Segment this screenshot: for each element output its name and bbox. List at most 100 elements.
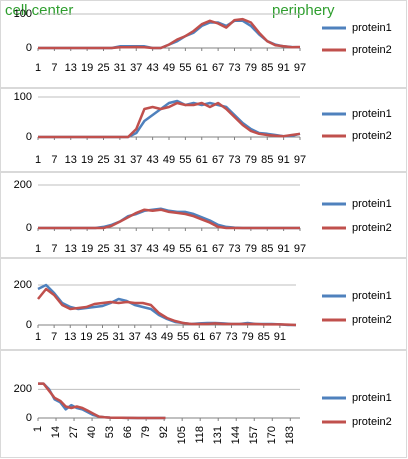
x-tick-label: 170 — [266, 426, 278, 444]
x-tick-label: 91 — [278, 62, 290, 74]
panel-border — [0, 172, 407, 258]
x-tick-label: 7 — [51, 243, 57, 255]
x-tick-label: 25 — [97, 62, 109, 74]
x-tick-label: 91 — [278, 243, 290, 255]
x-tick-label: 55 — [179, 154, 191, 166]
x-tick-label: 49 — [163, 154, 175, 166]
x-tick-label: 25 — [97, 243, 109, 255]
x-tick-label: 91 — [274, 331, 286, 343]
x-tick-label: 61 — [196, 62, 208, 74]
y-tick-label: 0 — [26, 42, 32, 54]
x-tick-label: 97 — [294, 243, 306, 255]
x-tick-label: 1 — [35, 331, 41, 343]
x-tick-label: 73 — [228, 243, 240, 255]
x-tick-label: 55 — [177, 331, 189, 343]
x-tick-label: 61 — [196, 243, 208, 255]
x-tick-label: 25 — [97, 154, 109, 166]
y-tick-label: 0 — [26, 222, 32, 234]
x-tick-label: 37 — [130, 243, 142, 255]
x-tick-label: 61 — [196, 154, 208, 166]
x-tick-label: 19 — [80, 331, 92, 343]
y-tick-label: 200 — [14, 179, 32, 191]
y-tick-label: 200 — [14, 383, 32, 395]
x-tick-label: 79 — [140, 426, 152, 438]
x-tick-label: 85 — [261, 243, 273, 255]
x-tick-label: 49 — [161, 331, 173, 343]
x-tick-label: 53 — [104, 426, 116, 438]
series-line — [37, 287, 297, 327]
x-tick-label: 85 — [261, 154, 273, 166]
x-tick-label: 40 — [86, 426, 98, 438]
y-tick-label: 200 — [14, 279, 32, 291]
x-tick-label: 79 — [245, 243, 257, 255]
x-tick-label: 7 — [51, 331, 57, 343]
x-tick-label: 144 — [230, 426, 242, 444]
x-tick-label: 85 — [258, 331, 270, 343]
x-tick-label: 1 — [35, 243, 41, 255]
x-tick-label: 49 — [163, 62, 175, 74]
legend-label: protein2 — [352, 314, 392, 326]
legend-label: protein1 — [352, 108, 392, 120]
x-tick-label: 13 — [65, 62, 77, 74]
x-tick-label: 157 — [248, 426, 260, 444]
legend-label: protein2 — [352, 222, 392, 234]
x-tick-label: 19 — [81, 62, 93, 74]
series-line — [38, 208, 300, 230]
series-line — [38, 17, 301, 50]
panel-border — [0, 350, 407, 458]
x-tick-label: 91 — [278, 154, 290, 166]
y-tick-label: 0 — [26, 131, 32, 143]
x-tick-label: 79 — [245, 62, 257, 74]
x-tick-label: 67 — [212, 154, 224, 166]
x-tick-label: 31 — [113, 331, 125, 343]
legend-label: protein2 — [352, 130, 392, 142]
x-tick-label: 97 — [294, 154, 306, 166]
x-tick-label: 66 — [122, 426, 134, 438]
y-tick-label: 0 — [26, 412, 32, 424]
annotation: periphery — [272, 2, 335, 19]
x-tick-label: 43 — [147, 154, 159, 166]
annotation: cell center — [5, 2, 73, 19]
x-tick-label: 7 — [51, 154, 57, 166]
series-line — [38, 382, 166, 420]
x-tick-label: 73 — [228, 154, 240, 166]
x-tick-label: 43 — [147, 62, 159, 74]
x-tick-label: 43 — [147, 243, 159, 255]
x-tick-label: 19 — [81, 243, 93, 255]
legend-label: protein2 — [352, 44, 392, 56]
x-tick-label: 49 — [163, 243, 175, 255]
y-tick-label: 100 — [14, 91, 32, 103]
x-tick-label: 31 — [114, 154, 126, 166]
series-line — [38, 101, 301, 139]
y-tick-label: 0 — [26, 319, 32, 331]
x-tick-label: 13 — [64, 331, 76, 343]
y-tick-label: 100 — [14, 8, 32, 20]
x-tick-label: 31 — [114, 62, 126, 74]
x-tick-label: 73 — [228, 62, 240, 74]
x-tick-label: 97 — [294, 62, 306, 74]
x-tick-label: 1 — [35, 62, 41, 74]
x-tick-label: 37 — [130, 62, 142, 74]
panel-border — [0, 88, 407, 172]
x-tick-label: 55 — [179, 243, 191, 255]
x-tick-label: 19 — [81, 154, 93, 166]
x-tick-label: 118 — [194, 426, 206, 444]
x-tick-label: 1 — [35, 154, 41, 166]
x-tick-label: 79 — [245, 154, 257, 166]
x-tick-label: 27 — [68, 426, 80, 438]
x-tick-label: 31 — [114, 243, 126, 255]
legend-label: protein1 — [352, 392, 392, 404]
x-tick-label: 25 — [96, 331, 108, 343]
x-tick-label: 55 — [179, 62, 191, 74]
panel-border — [0, 0, 407, 88]
x-tick-label: 79 — [242, 331, 254, 343]
legend-label: protein2 — [352, 416, 392, 428]
legend-label: protein1 — [352, 198, 392, 210]
legend-label: protein1 — [352, 290, 392, 302]
x-tick-label: 13 — [65, 243, 77, 255]
x-tick-label: 73 — [225, 331, 237, 343]
x-tick-label: 37 — [129, 331, 141, 343]
x-tick-label: 67 — [212, 243, 224, 255]
x-tick-label: 13 — [65, 154, 77, 166]
